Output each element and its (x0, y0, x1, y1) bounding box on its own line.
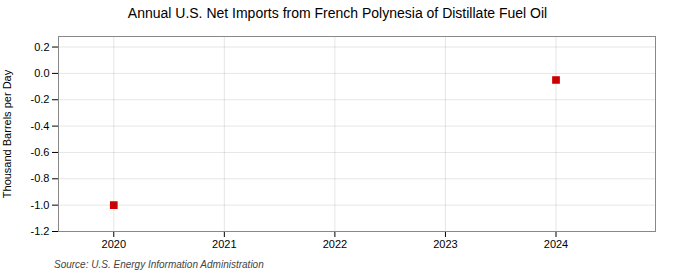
svg-text:Thousand Barrels per Day: Thousand Barrels per Day (1, 69, 13, 198)
svg-text:2020: 2020 (102, 238, 126, 250)
svg-text:-1.0: -1.0 (31, 199, 50, 211)
svg-text:-0.8: -0.8 (31, 172, 50, 184)
svg-text:-0.4: -0.4 (31, 120, 50, 132)
svg-text:-0.6: -0.6 (31, 146, 50, 158)
svg-text:-1.2: -1.2 (31, 225, 50, 237)
html-text:Annual U.S. Net Imports from F: Annual U.S. Net Imports from French Poly… (127, 5, 548, 21)
svg-text:0.0: 0.0 (34, 67, 49, 79)
svg-text:0.2: 0.2 (34, 41, 49, 53)
svg-text:2021: 2021 (212, 238, 236, 250)
svg-text:2022: 2022 (323, 238, 347, 250)
svg-text:-0.2: -0.2 (31, 93, 50, 105)
svg-text:2023: 2023 (433, 238, 457, 250)
html-text:Source: U.S. Energy Informatio: Source: U.S. Energy Information Administ… (54, 259, 264, 270)
svg-text:2024: 2024 (544, 238, 568, 250)
